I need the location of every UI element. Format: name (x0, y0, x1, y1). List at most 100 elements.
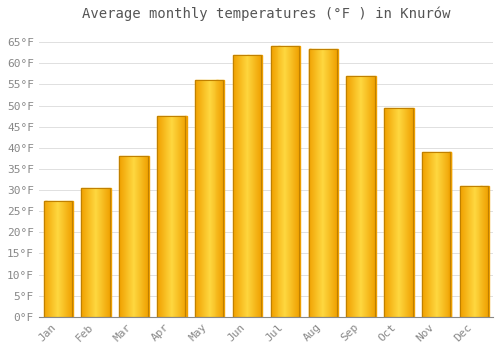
Bar (124, 156, 125, 317)
Bar (162, 116, 163, 317)
Bar (404, 108, 405, 317)
Bar (105, 188, 106, 317)
Bar (308, 49, 337, 317)
Bar (396, 108, 397, 317)
Bar (328, 49, 329, 317)
Bar (64, 201, 65, 317)
Bar (440, 152, 442, 317)
Bar (368, 76, 369, 317)
Bar (198, 80, 199, 317)
Bar (384, 108, 412, 317)
Bar (101, 188, 102, 317)
Bar (234, 55, 235, 317)
Bar (280, 47, 281, 317)
Bar (172, 116, 173, 317)
Bar (244, 55, 246, 317)
Bar (398, 108, 399, 317)
Bar (358, 76, 359, 317)
Bar (135, 156, 136, 317)
Bar (140, 156, 141, 317)
Bar (84, 188, 86, 317)
Bar (260, 55, 261, 317)
Bar (170, 116, 171, 317)
Bar (44, 201, 46, 317)
Bar (120, 156, 121, 317)
Bar (65, 201, 66, 317)
Bar (327, 49, 328, 317)
Bar (50, 201, 51, 317)
Bar (308, 49, 310, 317)
Bar (201, 80, 202, 317)
Bar (357, 76, 358, 317)
Bar (91, 188, 92, 317)
Bar (392, 108, 393, 317)
Bar (286, 47, 288, 317)
Bar (63, 201, 64, 317)
Bar (134, 156, 135, 317)
Bar (210, 80, 212, 317)
Bar (163, 116, 164, 317)
Bar (158, 116, 159, 317)
Bar (95, 188, 96, 317)
Bar (44, 201, 72, 317)
Bar (92, 188, 93, 317)
Bar (364, 76, 365, 317)
Bar (474, 186, 476, 317)
Bar (442, 152, 444, 317)
Bar (142, 156, 143, 317)
Bar (462, 186, 463, 317)
Bar (314, 49, 316, 317)
Bar (242, 55, 244, 317)
Bar (353, 76, 354, 317)
Bar (204, 80, 206, 317)
Bar (60, 201, 61, 317)
Bar (240, 55, 242, 317)
Bar (465, 186, 466, 317)
Bar (321, 49, 322, 317)
Bar (141, 156, 142, 317)
Bar (208, 80, 210, 317)
Bar (360, 76, 361, 317)
Bar (450, 152, 452, 317)
Bar (403, 108, 404, 317)
Bar (310, 49, 312, 317)
Bar (488, 186, 490, 317)
Bar (355, 76, 356, 317)
Bar (384, 108, 385, 317)
Bar (318, 49, 320, 317)
Bar (446, 152, 448, 317)
Bar (434, 152, 435, 317)
Bar (130, 156, 131, 317)
Bar (410, 108, 412, 317)
Bar (144, 156, 146, 317)
Bar (214, 80, 216, 317)
Bar (132, 156, 133, 317)
Bar (70, 201, 71, 317)
Bar (166, 116, 167, 317)
Bar (375, 76, 376, 317)
Bar (460, 186, 488, 317)
Bar (320, 49, 322, 317)
Bar (169, 116, 170, 317)
Bar (425, 152, 426, 317)
Bar (299, 47, 300, 317)
Bar (104, 188, 105, 317)
Bar (203, 80, 204, 317)
Bar (478, 186, 480, 317)
Bar (204, 80, 205, 317)
Bar (387, 108, 388, 317)
Bar (252, 55, 254, 317)
Bar (394, 108, 395, 317)
Bar (293, 47, 294, 317)
Bar (346, 76, 375, 317)
Bar (486, 186, 488, 317)
Bar (312, 49, 314, 317)
Bar (397, 108, 398, 317)
Bar (336, 49, 337, 317)
Bar (202, 80, 203, 317)
Bar (399, 108, 400, 317)
Bar (246, 55, 248, 317)
Bar (436, 152, 437, 317)
Bar (106, 188, 107, 317)
Bar (119, 156, 148, 317)
